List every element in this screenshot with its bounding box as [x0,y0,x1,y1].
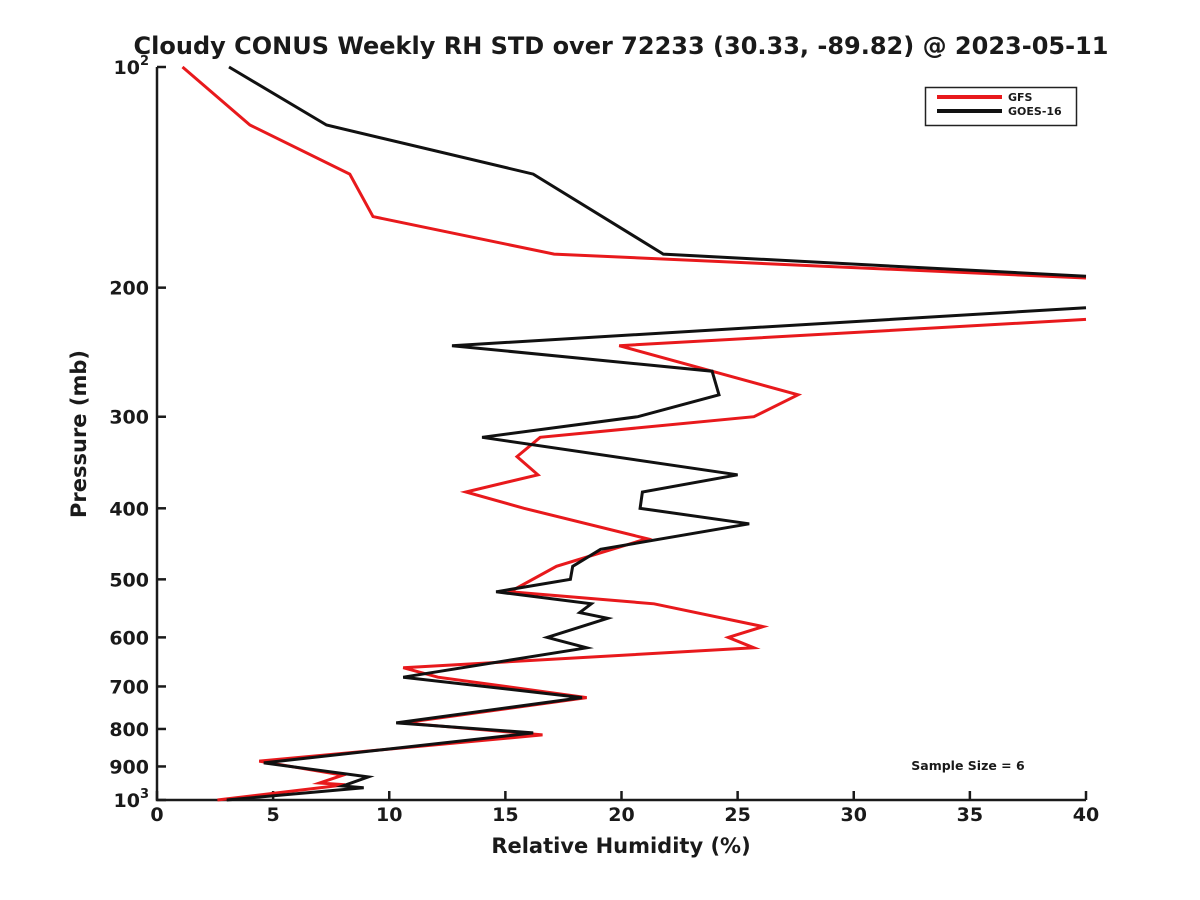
legend: GFS GOES-16 [924,86,1078,127]
y-tick-label: 900 [109,756,149,778]
x-tick-label: 15 [492,804,518,826]
y-tick-label: 800 [109,719,149,741]
y-tick-label: 700 [109,676,149,698]
x-tick-label: 30 [841,804,867,826]
y-tick-label: 300 [109,407,149,429]
x-tick-label: 0 [150,804,163,826]
x-tick-label: 25 [724,804,750,826]
series-group [181,65,1087,802]
y-tick-label: 103 [114,787,150,812]
legend-label-gfs: GFS [1008,91,1033,104]
y-tick-label: 500 [109,569,149,591]
x-tick-label: 40 [1073,804,1099,826]
gfs-line [217,317,1087,802]
goes16-line [228,65,1087,278]
y-tick-label: 102 [114,54,150,79]
x-axis-ticks: 0 5 10 15 20 25 30 35 40 [150,791,1099,826]
y-axis-ticks: 102 200 300 400 500 600 700 800 900 103 [109,54,166,812]
x-tick-label: 10 [376,804,402,826]
legend-box [924,86,1078,127]
y-tick-label: 600 [109,627,149,649]
x-tick-label: 5 [267,804,280,826]
x-tick-label: 35 [957,804,983,826]
sample-size-note: Sample Size = 6 [911,758,1025,773]
legend-label-goes16: GOES-16 [1008,105,1062,118]
y-tick-label: 400 [109,498,149,520]
y-axis-title: Pressure (mb) [67,350,91,518]
chart-title: Cloudy CONUS Weekly RH STD over 72233 (3… [134,32,1109,60]
gfs-line [181,65,1087,280]
x-axis-title: Relative Humidity (%) [491,834,750,858]
x-tick-label: 20 [608,804,634,826]
y-tick-label: 200 [109,278,149,300]
axis-frame [155,67,1086,802]
goes16-line [226,306,1087,802]
